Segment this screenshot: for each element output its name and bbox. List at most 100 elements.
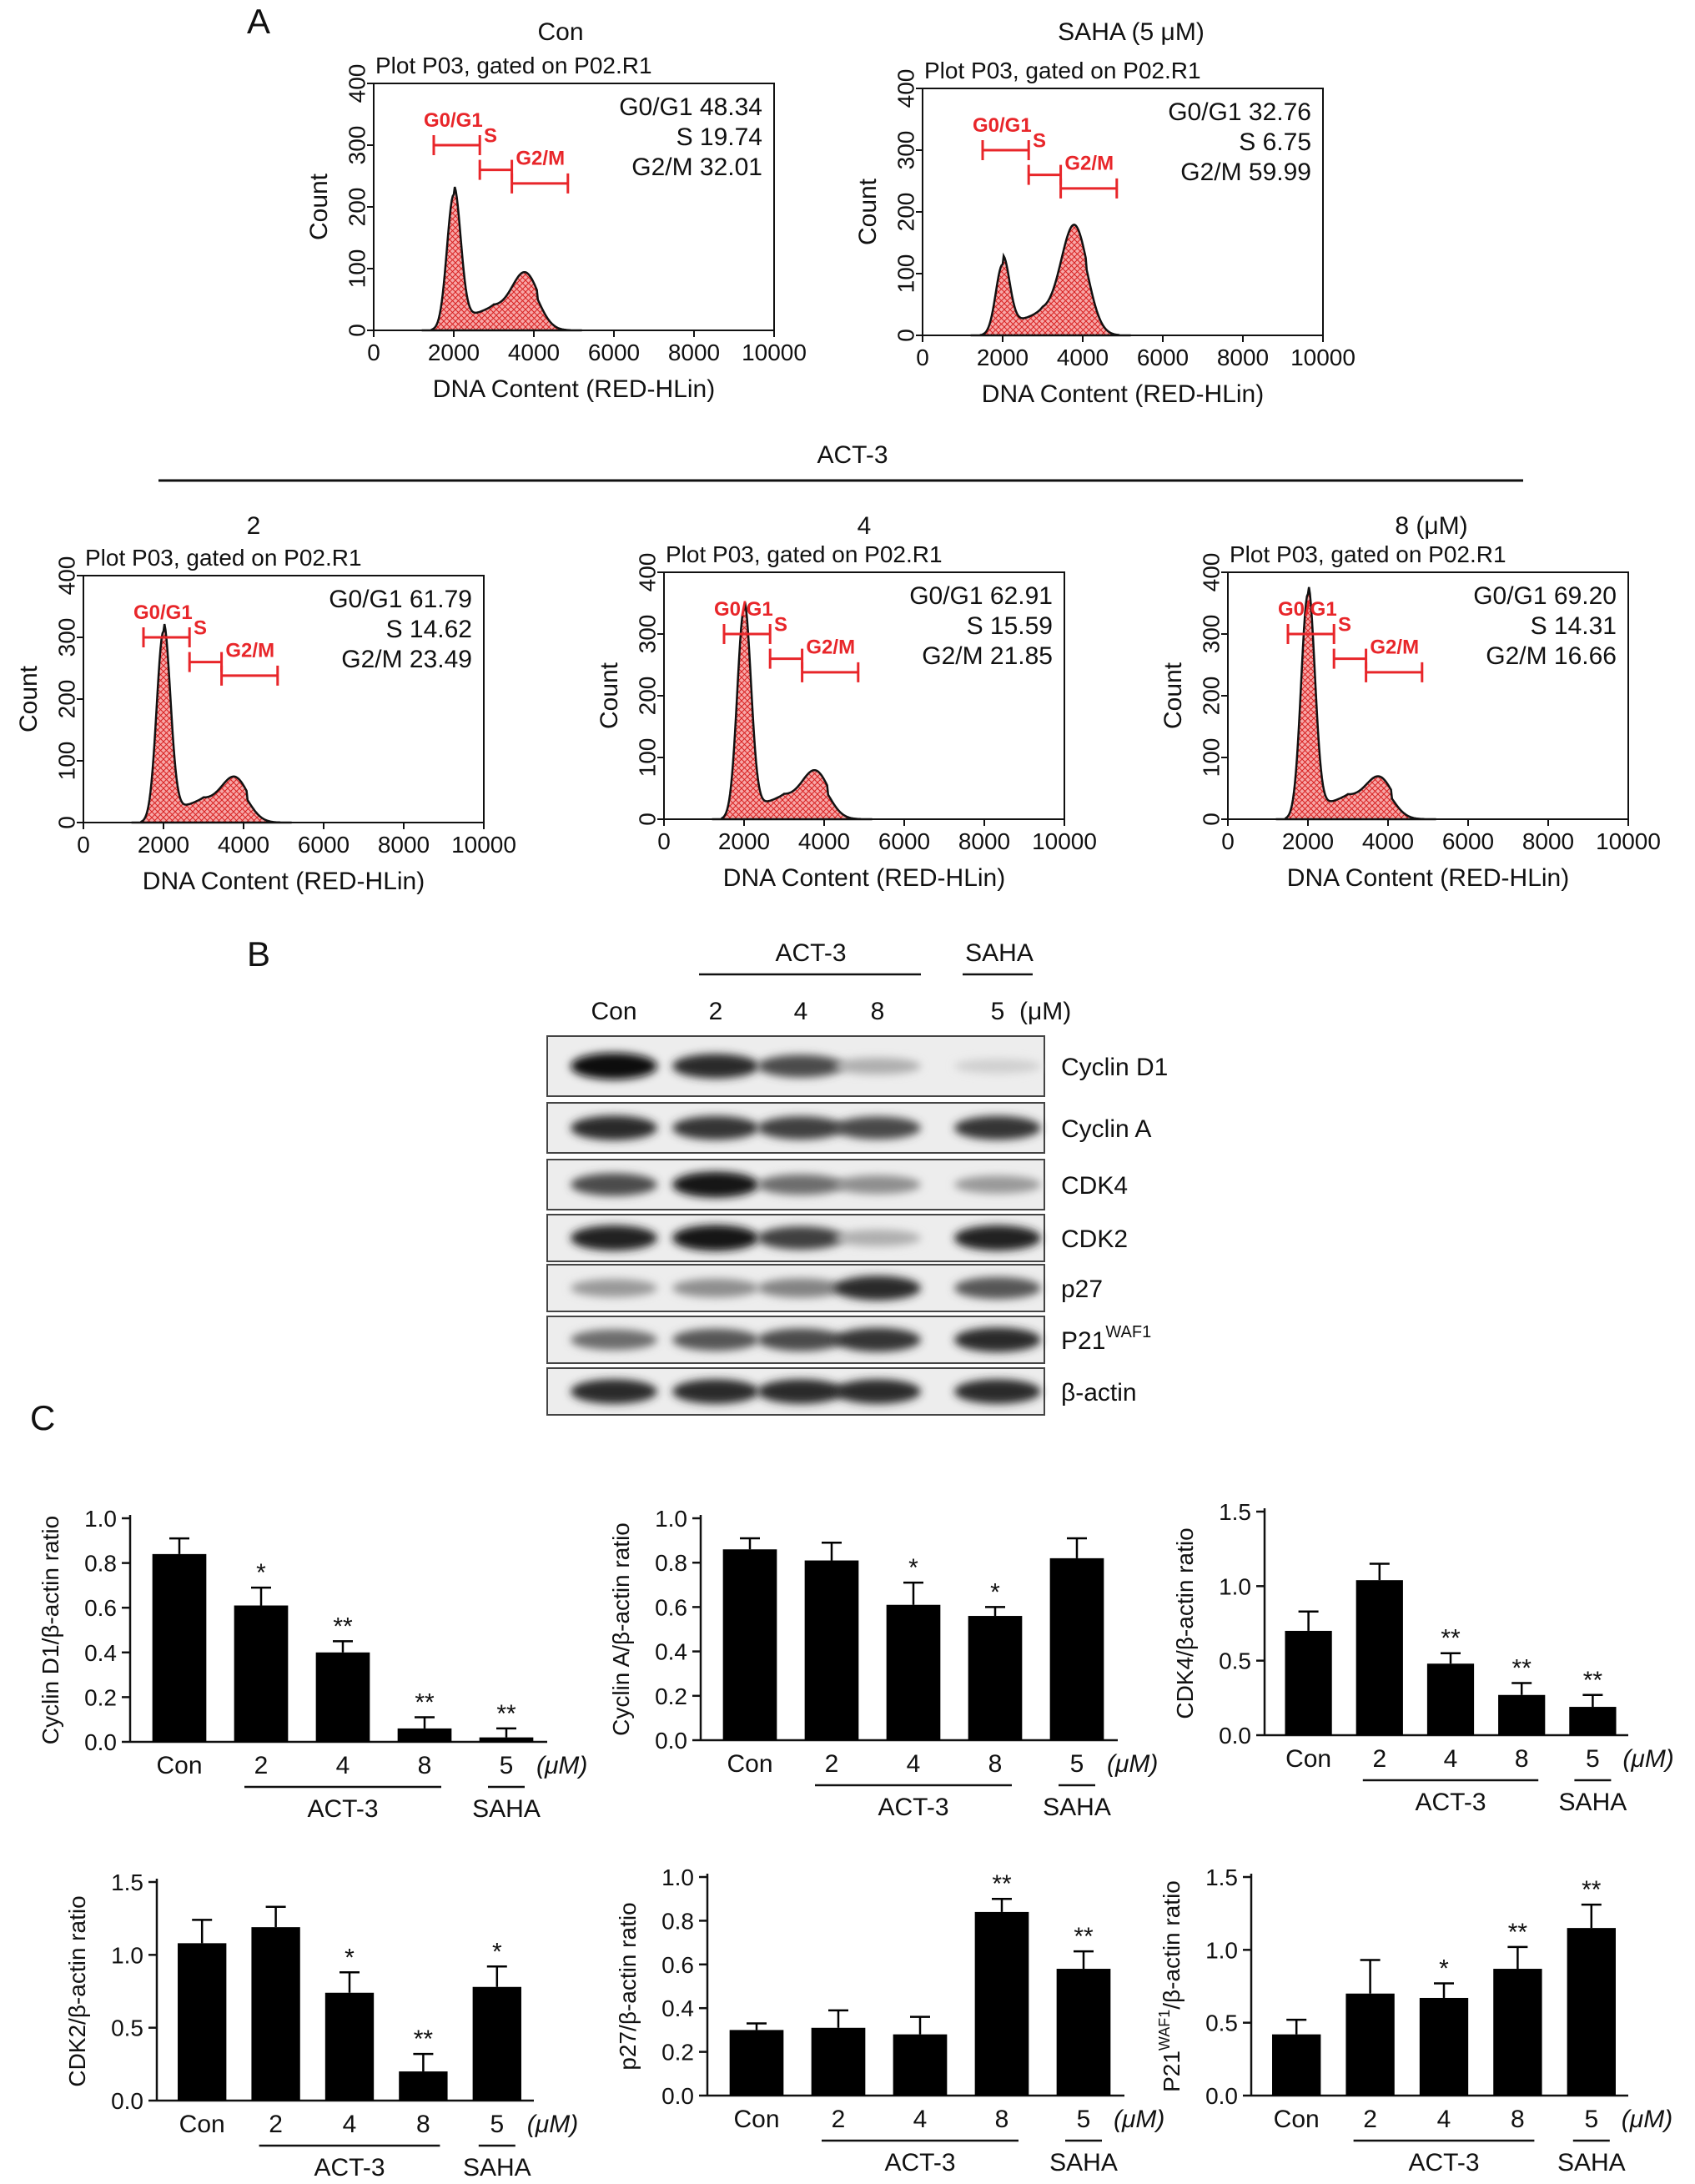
bar-category-label: 2 <box>269 2111 283 2138</box>
flow-phase-stat: G0/G1 62.91 <box>909 582 1053 610</box>
bar-y-tick-label: 0.4 <box>655 1639 687 1665</box>
flow-x-tick-label: 0 <box>367 340 380 365</box>
bar-category-label: 5 <box>1077 2106 1091 2133</box>
wb-band <box>834 1058 921 1074</box>
phase-marker-label: G0/G1 <box>1278 598 1337 621</box>
wb-lane-label: 2 <box>709 998 723 1025</box>
flow-gate-label: Plot P03, gated on P02.R1 <box>666 541 943 567</box>
phase-marker-label: G2/M <box>806 637 855 659</box>
bar-unit-label: (μM) <box>1622 2106 1672 2133</box>
flow-phase-stat: G0/G1 69.20 <box>1473 582 1617 610</box>
bar-y-tick-label: 0.6 <box>661 1952 694 1978</box>
bar <box>1493 1969 1542 2096</box>
bar-y-axis-label-sup: WAF1 <box>1156 2010 1173 2051</box>
flow-x-tick-label: 4000 <box>1362 828 1414 854</box>
flow-x-tick-label: 4000 <box>1057 345 1109 370</box>
bar-y-axis-label-rest: /β-actin ratio <box>38 1516 63 1645</box>
bar-y-tick-label: 1.0 <box>661 1864 694 1890</box>
bar-y-tick-label: 1.5 <box>1205 1864 1238 1890</box>
flow-y-tick-label: 300 <box>634 615 660 654</box>
flow-panel-title: SAHA (5 μM) <box>1058 18 1205 46</box>
bar-y-tick-label: 1.0 <box>84 1506 117 1532</box>
bar <box>722 1549 777 1740</box>
bar-y-tick-label: 1.0 <box>1219 1573 1251 1599</box>
bar-category-label: 8 <box>995 2106 1009 2133</box>
bar-y-tick-label: 1.0 <box>655 1506 687 1532</box>
flow-x-axis-label: DNA Content (RED-HLin) <box>433 375 715 403</box>
wb-band-label: p27 <box>1061 1276 1103 1303</box>
bar <box>1285 1630 1332 1735</box>
wb-band <box>571 1053 657 1079</box>
flow-phase-stat: S 6.75 <box>1239 128 1311 156</box>
bar <box>1498 1694 1546 1735</box>
wb-band <box>834 1276 921 1301</box>
flow-y-tick-label: 400 <box>1198 553 1224 592</box>
flow-y-tick-label: 300 <box>344 126 370 165</box>
bar <box>1355 1580 1403 1735</box>
bar-chart-panels: 0.0 0.2 0.4 0.6 0.8 1.0 Cyclin D1/β-actin rati… <box>38 1499 1674 2181</box>
flow-x-tick-label: 8000 <box>668 340 720 365</box>
bar <box>1049 1557 1104 1740</box>
bar-category-label: Con <box>179 2111 225 2138</box>
bar <box>968 1616 1023 1740</box>
bar <box>1056 1969 1111 2096</box>
wb-band <box>571 1225 657 1251</box>
wb-band <box>757 1174 844 1195</box>
wb-band <box>672 1171 759 1198</box>
flow-x-tick-label: 2000 <box>1282 828 1334 854</box>
flow-x-tick-label: 10000 <box>451 832 516 858</box>
act3-group-label: ACT-3 <box>307 1795 378 1823</box>
bar-y-tick-label: 0.8 <box>84 1551 117 1577</box>
bar-category-label: 5 <box>1586 1745 1600 1773</box>
bar-y-tick-label: 0.2 <box>84 1684 117 1710</box>
panel-label-b: B <box>247 934 271 974</box>
flow-y-tick-label: 0 <box>344 324 370 337</box>
bar-category-label: 8 <box>418 1752 432 1779</box>
bar-y-tick-label: 0.5 <box>1219 1648 1251 1674</box>
wb-band <box>954 1225 1041 1251</box>
bar-y-axis-label-rest: /β-actin ratio <box>64 1895 90 2025</box>
panel-label-a: A <box>247 2 271 41</box>
act3-group-label: ACT-3 <box>884 2149 955 2176</box>
bar-category-label: 4 <box>336 1752 350 1779</box>
bar-category-label: 5 <box>490 2111 504 2138</box>
bar-y-axis-label: CDK2/β-actin ratio <box>64 1895 90 2086</box>
wb-band <box>757 1278 844 1298</box>
bar-category-label: 8 <box>416 2111 430 2138</box>
wb-band <box>954 1276 1041 1300</box>
wb-band <box>571 1115 657 1140</box>
wb-band-label: P21WAF1 <box>1061 1323 1151 1355</box>
wb-band <box>954 1175 1041 1194</box>
flow-y-axis-label: Count <box>305 173 333 240</box>
wb-band <box>834 1379 921 1404</box>
flow-phase-stat: S 14.31 <box>1531 612 1617 640</box>
flow-x-tick-label: 6000 <box>298 832 350 858</box>
saha-group-label: SAHA <box>1559 1789 1627 1816</box>
flow-x-tick-label: 0 <box>916 345 929 370</box>
flow-y-tick-label: 200 <box>1198 677 1224 716</box>
wb-band <box>834 1175 921 1195</box>
flow-histogram <box>712 601 873 821</box>
bar-category-label: 2 <box>825 1750 839 1778</box>
flow-y-tick-label: 100 <box>344 249 370 289</box>
significance-marker: ** <box>496 1700 516 1728</box>
saha-group-label: SAHA <box>1557 2149 1626 2176</box>
flow-y-tick-label: 300 <box>893 131 918 170</box>
bar-chart: 0.0 0.2 0.4 0.6 0.8 1.0 Cyclin A/β-actin ratio… <box>608 1506 1158 1821</box>
bar-category-label: Con <box>1274 2106 1320 2133</box>
wb-band <box>834 1230 921 1246</box>
wb-band <box>834 1116 921 1140</box>
wb-band <box>672 1225 759 1251</box>
bar-y-tick-label: 0.8 <box>661 1908 694 1934</box>
flow-x-tick-label: 8000 <box>1522 828 1574 854</box>
flow-phase-stat: G2/M 16.66 <box>1486 642 1617 670</box>
bar <box>251 1927 300 2101</box>
bar-y-axis-label: P21WAF1/β-actin ratio <box>1156 1880 1184 2092</box>
flow-x-tick-label: 8000 <box>1217 345 1269 370</box>
bar-unit-label: (μM) <box>536 1752 587 1779</box>
bar-y-axis-label-rest: /β-actin ratio <box>1172 1527 1198 1657</box>
bar-category-label: Con <box>727 1750 772 1778</box>
